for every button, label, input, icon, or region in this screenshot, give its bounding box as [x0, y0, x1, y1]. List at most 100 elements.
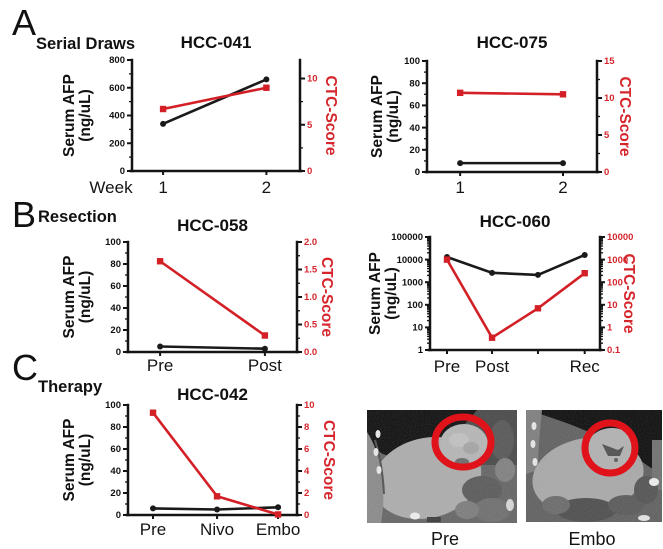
y-tick-label: 1.0: [304, 292, 317, 303]
chart-title: HCC-041: [181, 33, 252, 52]
chart-title: HCC-042: [177, 385, 248, 404]
y-tick-label: 800: [109, 55, 125, 66]
x-tick-label: 1: [158, 178, 167, 197]
x-tick-label: Embo: [256, 520, 300, 539]
series-line-afp: [446, 253, 586, 277]
x-tick-label: Post: [248, 356, 282, 375]
series-line-ctc: [162, 86, 267, 111]
y-tick-label: 200: [109, 138, 125, 149]
data-point: [581, 270, 588, 277]
right-axis-label: CTC-Score: [616, 76, 633, 156]
y-tick-label: 15: [604, 56, 615, 67]
data-point: [149, 409, 157, 416]
ct-label-embo: Embo: [568, 529, 615, 549]
data-point: [261, 345, 268, 352]
series-line-afp: [162, 78, 267, 126]
y-tick-label: 4: [304, 466, 310, 477]
y-tick-label: 40: [110, 466, 121, 477]
data-point: [488, 334, 496, 341]
panel-b-sublabel: Resection: [38, 208, 117, 226]
y-tick-label: 0: [307, 166, 312, 177]
left-axis-label-units: (ng/uL): [77, 434, 94, 487]
data-point: [443, 256, 451, 263]
chart-title: HCC-060: [480, 212, 551, 231]
x-tick-label: Pre: [147, 356, 173, 375]
y-tick-label: 8: [304, 422, 309, 433]
x-tick-label: 1: [455, 178, 464, 197]
data-point: [581, 251, 588, 258]
left-axis-label: Serum AFP: [367, 252, 384, 335]
y-tick-label: 20: [409, 145, 420, 156]
left-axis-label: Serum AFP: [369, 75, 386, 158]
data-point: [214, 506, 221, 513]
y-tick-label: 10: [412, 323, 423, 334]
series-line-ctc: [445, 258, 586, 340]
y-tick-label: 80: [110, 422, 121, 433]
data-point: [160, 120, 167, 127]
y-tick-label: 600: [109, 83, 125, 94]
data-point: [261, 332, 269, 339]
y-tick-label: 10000: [397, 255, 423, 266]
ct-scan-pre: [367, 410, 517, 523]
y-tick-label: 100: [105, 237, 121, 248]
data-point: [456, 89, 464, 97]
y-tick-label: 40: [409, 123, 420, 134]
y-tick-label: 0: [604, 167, 609, 178]
y-tick-label: 1.5: [304, 265, 318, 276]
series-line-afp: [160, 345, 265, 350]
series-line-ctc: [159, 260, 266, 337]
data-point: [534, 271, 541, 278]
left-axis-label: Serum AFP: [61, 256, 78, 339]
data-point: [534, 305, 542, 312]
y-tick-label: 60: [110, 281, 121, 292]
panel-a-sublabel: Serial Draws: [36, 35, 135, 53]
y-tick-label: 1000: [402, 277, 423, 288]
data-point: [274, 511, 282, 518]
data-point: [213, 493, 221, 500]
y-tick-label: 20: [110, 325, 121, 336]
y-tick-label: 10: [604, 93, 615, 104]
y-tick-label: 80: [409, 78, 420, 89]
y-tick-label: 60: [110, 444, 121, 455]
y-tick-label: 6: [304, 444, 309, 455]
y-tick-label: 1: [418, 345, 424, 356]
y-tick-label: 400: [109, 111, 125, 122]
chart-hcc-042: HCC-042 0 20 40 60 80 100 0 2 4 6 8 10 Pre Nivo Embo Ser…: [61, 385, 337, 539]
y-tick-label: 5: [307, 120, 313, 131]
chart-title: HCC-058: [177, 216, 248, 235]
data-point: [560, 160, 566, 167]
y-tick-label: 10000: [607, 232, 633, 243]
chart-title: HCC-075: [477, 33, 548, 52]
left-axis-label-units: (ng/uL): [77, 89, 94, 142]
y-tick-label: 20: [110, 488, 121, 499]
ct-label-pre: Pre: [431, 529, 459, 549]
left-axis-label-units: (ng/uL): [385, 90, 402, 143]
y-tick-label: 10: [307, 74, 318, 85]
chart-hcc-075: HCC-075 0 20 40 60 80 100 0 5 10 15 1 2 Serum AFP (ng/…: [369, 33, 633, 197]
y-tick-label: 2: [304, 488, 309, 499]
right-axis-label: CTC-Score: [320, 420, 337, 500]
y-tick-label: 0: [116, 510, 121, 521]
data-point: [263, 84, 270, 91]
y-tick-label: 100000: [391, 232, 423, 243]
right-axis-label: CTC-Score: [318, 257, 335, 337]
right-axis-label: CTC-Score: [322, 75, 339, 155]
x-tick-label: Rec: [570, 357, 601, 376]
y-tick-label: 1: [607, 323, 613, 334]
y-tick-label: 5: [604, 130, 610, 141]
panel-a-letter: A: [12, 2, 36, 43]
x-axis-prefix: Week: [89, 178, 133, 197]
chart-hcc-060: HCC-060 1 10 100 1000 10000 100000 0.1 1 10 100 100…: [367, 212, 637, 376]
x-tick-label: Pre: [434, 357, 460, 376]
x-tick-label: 2: [262, 178, 271, 197]
panel-c-letter: C: [12, 347, 38, 388]
data-point: [489, 269, 496, 276]
data-point: [275, 504, 282, 511]
data-point: [157, 343, 164, 350]
x-tick-label: Pre: [140, 520, 166, 539]
y-tick-label: 0.5: [304, 320, 318, 331]
y-tick-label: 2.0: [304, 237, 317, 248]
left-axis-label-units: (ng/uL): [383, 267, 400, 320]
data-point: [159, 105, 167, 113]
